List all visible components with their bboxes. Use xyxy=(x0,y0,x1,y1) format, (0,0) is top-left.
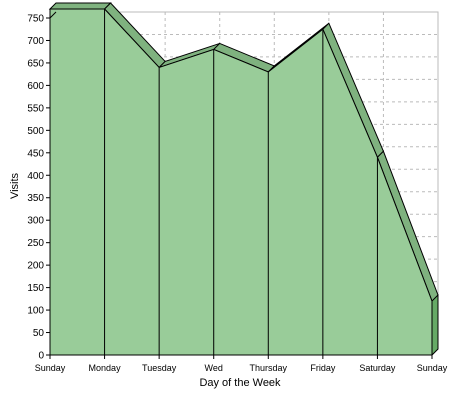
area-side-face xyxy=(431,293,439,357)
y-tick-label: 300 xyxy=(27,216,44,227)
y-tick-label: 150 xyxy=(27,283,44,294)
x-tick-label: Friday xyxy=(310,363,336,373)
area-series xyxy=(48,2,439,357)
y-tick-labels: 0 50 100 150 200 250 300 350 400 450 500 550 600 650 7… xyxy=(27,14,44,362)
y-tick-label: 250 xyxy=(27,238,44,249)
y-tick-label: 100 xyxy=(27,306,44,317)
x-tick-label: Tuesday xyxy=(142,363,177,373)
y-tick-label: 500 xyxy=(27,126,44,137)
x-tick-label: Thursday xyxy=(250,363,288,373)
y-tick-label: 0 xyxy=(38,351,44,362)
x-tick-label: Sunday xyxy=(35,363,66,373)
y-tick-label: 50 xyxy=(33,328,45,339)
y-tick-label: 650 xyxy=(27,58,44,69)
y-tick-label: 450 xyxy=(27,148,44,159)
area-front-face xyxy=(49,8,433,356)
x-tick-label: Monday xyxy=(89,363,122,373)
x-tick-labels: Sunday Monday Tuesday Wed Thursday Friday Satu… xyxy=(35,363,448,373)
y-tick-label: 750 xyxy=(27,14,44,25)
y-tick-label: 200 xyxy=(27,261,44,272)
y-tick-label: 600 xyxy=(27,81,44,92)
x-tick-label: Wed xyxy=(205,363,223,373)
y-tick-label: 400 xyxy=(27,171,44,182)
y-tick-label: 700 xyxy=(27,36,44,47)
y-tick-label: 350 xyxy=(27,193,44,204)
y-axis-title: Visits xyxy=(9,172,21,199)
area-top-face xyxy=(48,2,112,10)
x-tick-label: Sunday xyxy=(417,363,448,373)
y-axis-depth xyxy=(49,11,57,19)
x-axis-title: Day of the Week xyxy=(199,377,281,389)
y-tick-label: 550 xyxy=(27,103,44,114)
axes xyxy=(46,11,433,359)
x-tick-label: Saturday xyxy=(359,363,396,373)
